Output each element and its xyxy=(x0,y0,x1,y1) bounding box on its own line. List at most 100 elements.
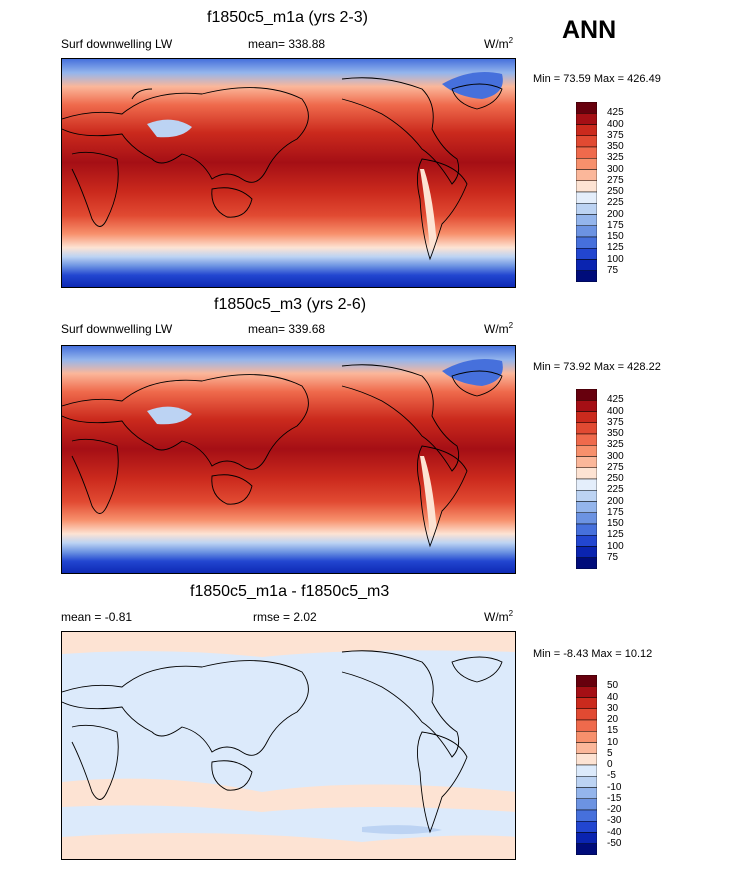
panel1-colorbar-tick: 325 xyxy=(607,152,624,164)
panel2-mean-label: mean= xyxy=(248,322,286,336)
panel3-colorbar-tick: -15 xyxy=(607,792,622,804)
panel3-colorbar-cell xyxy=(576,821,597,833)
panel1-colorbar-cell xyxy=(576,158,597,170)
panel2-colorbar-tick: 350 xyxy=(607,428,624,439)
panel3-north-warm xyxy=(62,632,515,657)
panel2-colorbar-cell xyxy=(576,422,597,435)
panel2-units-exp: 2 xyxy=(508,321,514,330)
panel1-colorbar-svg xyxy=(576,102,597,282)
panel3-rmse-label: rmse = xyxy=(253,610,291,624)
panel1-colorbar-tick: 425 xyxy=(607,107,624,119)
panel1-colorbar-tick: 125 xyxy=(607,242,624,254)
panel1-colorbar-cell xyxy=(576,113,597,125)
panel3-rmse-value: 2.02 xyxy=(293,610,317,624)
panel2-colorbar-tick: 250 xyxy=(607,473,624,484)
panel3-coastlines xyxy=(62,650,503,834)
panel2-colorbar-cells xyxy=(576,389,597,569)
panel2-colorbar-tick: 100 xyxy=(607,540,624,552)
panel3-colorbar-cell xyxy=(576,798,597,811)
panel3-colorbar-tick: -40 xyxy=(607,826,622,838)
panel1-andes xyxy=(420,169,437,249)
panel2-colorbar-cell xyxy=(576,523,597,536)
panel2-colorbar-cell xyxy=(576,389,597,401)
panel1-colorbar-tick: 75 xyxy=(607,264,619,276)
panel3-colorbar-cell xyxy=(576,697,597,709)
panel2-mean-value: 339.68 xyxy=(288,322,326,336)
panel2-colorbar-cell xyxy=(576,512,597,525)
panel2-colorbar-cell xyxy=(576,557,597,569)
panel3-colorbar-tick: 20 xyxy=(607,714,619,725)
panel2-colorbar-cell xyxy=(576,445,597,457)
panel3-colorbar-tick: 0 xyxy=(607,759,613,770)
panel2-field xyxy=(62,346,515,573)
panel1-colorbar-cell xyxy=(576,248,597,260)
panel2-units-base: W/m xyxy=(484,322,509,336)
panel3-southern-cold xyxy=(362,825,442,835)
panel3-mean-label: mean = xyxy=(61,610,102,624)
panel2-colorbar-tick: 200 xyxy=(607,495,624,507)
panel3-colorbar-cell xyxy=(576,686,597,698)
panel1-units-base: W/m xyxy=(484,37,509,51)
panel3-colorbar-tick: -50 xyxy=(607,837,622,849)
panel1-mean: mean= 338.88 xyxy=(248,37,325,51)
panel1-coastlines xyxy=(62,77,503,261)
panel2-map-svg xyxy=(62,346,515,573)
panel1-variable: Surf downwelling LW xyxy=(61,37,173,51)
panel3-map-svg xyxy=(62,632,515,859)
panel3-colorbar-tick: -5 xyxy=(607,770,616,782)
panel2-tibet-cold xyxy=(147,406,192,425)
panel2-colorbar-tick: 125 xyxy=(607,529,624,541)
panel1-colorbar-tick: 200 xyxy=(607,208,624,220)
panel1-colorbar-tick: 100 xyxy=(607,253,624,265)
panel2-colorbar-tick: 375 xyxy=(607,416,624,428)
panel1-colorbar-cells xyxy=(576,102,597,282)
panel1-colorbar-tick: 150 xyxy=(607,231,624,242)
panel2-colorbar-tick: 225 xyxy=(607,484,624,496)
panel1-colorbar-cell xyxy=(576,180,597,193)
panel3-units-exp: 2 xyxy=(508,609,514,618)
panel2-colorbar-tick: 75 xyxy=(607,551,619,563)
panel2-colorbar-tick: 325 xyxy=(607,439,624,451)
panel1-mean-label: mean= xyxy=(248,37,286,51)
panel2-colorbar-cell xyxy=(576,535,597,547)
panel1-colorbar-tick: 250 xyxy=(607,186,624,197)
panel2-colorbar-cell xyxy=(576,433,597,446)
panel1-colorbar-tick: 175 xyxy=(607,219,624,231)
panel3-colorbar-cell xyxy=(576,764,597,777)
panel2-greenland-cold xyxy=(442,358,503,386)
panel3-colorbar-tick: 50 xyxy=(607,680,619,692)
panel3-colorbar-cell xyxy=(576,809,597,822)
panel1-colorbar-cell xyxy=(576,236,597,249)
panel2-map xyxy=(61,345,516,574)
panel2-colorbar-tick: 400 xyxy=(607,405,624,417)
panel3-map xyxy=(61,631,516,860)
panel3-mean: mean = -0.81 xyxy=(61,610,132,624)
panel3-colorbar-tick: 30 xyxy=(607,702,619,714)
panel3-colorbar-cells xyxy=(576,675,597,855)
panel2-units: W/m2 xyxy=(484,321,513,336)
panel1-units: W/m2 xyxy=(484,36,513,51)
panel2-colorbar-cell xyxy=(576,411,597,423)
panel1-colorbar-cell xyxy=(576,225,597,238)
panel3-colorbar xyxy=(576,675,597,855)
panel2-colorbar-cell xyxy=(576,478,597,491)
panel1-colorbar-cell xyxy=(576,214,597,226)
panel2-variable: Surf downwelling LW xyxy=(61,322,173,336)
panel1-colorbar-tick: 275 xyxy=(607,174,624,186)
panel3-colorbar-tick: -20 xyxy=(607,804,622,815)
panel3-colorbar-tick: -30 xyxy=(607,815,622,827)
panel1-colorbar-cell xyxy=(576,259,597,271)
panel3-colorbar-cell xyxy=(576,753,597,766)
panel1-tibet-cold xyxy=(147,119,192,138)
panel2-colorbar-tick: 150 xyxy=(607,518,624,529)
panel3-range: Min = -8.43 Max = 10.12 xyxy=(533,648,653,660)
panel1-colorbar-cell xyxy=(576,124,597,136)
panel3-antarctic-warm xyxy=(62,833,515,859)
panel2-range: Min = 73.92 Max = 428.22 xyxy=(533,361,661,373)
panel1-colorbar-cell xyxy=(576,146,597,159)
panel1-map-svg xyxy=(62,59,515,287)
panel1-range: Min = 73.59 Max = 426.49 xyxy=(533,73,661,85)
panel3-colorbar-tick: 10 xyxy=(607,736,619,748)
panel1-colorbar-tick: 300 xyxy=(607,163,624,175)
panel2-colorbar-cell xyxy=(576,400,597,412)
